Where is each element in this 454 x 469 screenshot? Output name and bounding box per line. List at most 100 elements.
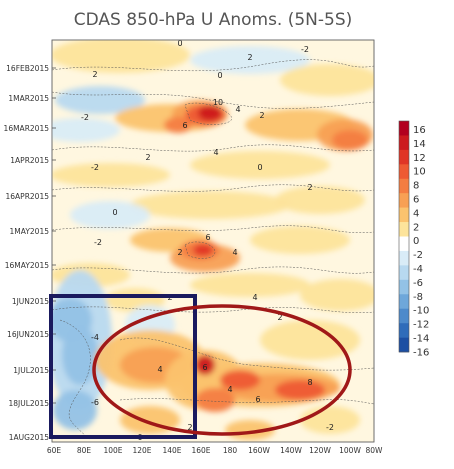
y-tick-label: 16JUN2015 xyxy=(7,330,49,339)
anomaly-blob xyxy=(220,370,260,390)
y-tick-label: 18JUL2015 xyxy=(8,399,49,408)
contour-label: 0 xyxy=(257,163,262,172)
contour-label: 6 xyxy=(255,395,260,404)
x-axis-ticks: 60E 80E 100E 120E 140E 160E 180 160W 140W 120W 100… xyxy=(47,446,383,455)
colorbar-tick-label: 14 xyxy=(413,139,426,150)
contour-label: -2 xyxy=(326,423,334,432)
highlight-ellipse xyxy=(92,304,352,436)
colorbar-tick-label: 6 xyxy=(413,195,419,206)
contour-label: 2 xyxy=(145,153,150,162)
contour-line xyxy=(59,319,91,441)
anomaly-blob xyxy=(280,64,374,96)
y-tick-label: 1AUG2015 xyxy=(9,433,50,442)
anomaly-blob xyxy=(275,380,325,400)
anomaly-blob xyxy=(198,105,222,121)
contour-lines xyxy=(52,59,374,441)
x-tick-label: 120W xyxy=(309,446,331,455)
colorbar-swatch xyxy=(399,279,409,295)
anomaly-blob xyxy=(300,279,374,311)
colorbar-tick-label: 4 xyxy=(413,208,419,219)
anomaly-blob xyxy=(130,191,290,219)
contour-label: 6 xyxy=(205,233,210,242)
anomaly-blob xyxy=(70,201,150,229)
x-tick-label: 100W xyxy=(339,446,361,455)
contour-label: 0 xyxy=(217,71,222,80)
anomaly-blob xyxy=(193,244,213,256)
colorbar-swatch xyxy=(399,294,409,309)
colorbar-tick-label: -8 xyxy=(413,292,423,303)
contour-label: 2 xyxy=(177,248,182,257)
chart-title: CDAS 850-hPa U Anoms. (5N-5S) xyxy=(74,10,353,30)
colorbar-tick-label: 12 xyxy=(413,153,426,164)
anomaly-blob xyxy=(53,390,97,430)
x-tick-label: 80W xyxy=(366,446,384,455)
y-tick-label: 16MAR2015 xyxy=(4,124,50,133)
colorbar-swatch xyxy=(399,121,409,136)
contour-label: 0 xyxy=(177,39,182,48)
anomaly-blob xyxy=(52,118,120,142)
anomaly-field xyxy=(52,40,374,440)
colorbar-swatch xyxy=(399,178,409,194)
colorbar-swatch xyxy=(399,265,409,281)
x-tick-label: 160W xyxy=(248,446,270,455)
x-tick-label: 100E xyxy=(103,446,122,455)
contour-label: 2 xyxy=(187,423,192,432)
contour-label: 8 xyxy=(307,378,312,387)
contour-line xyxy=(184,102,233,125)
y-tick-label: 1APR2015 xyxy=(10,156,49,165)
contour-label: 4 xyxy=(235,105,240,114)
colorbar-tick-label: -14 xyxy=(413,334,429,345)
contour-line xyxy=(184,241,216,259)
colorbar-tick-label: 10 xyxy=(413,167,426,178)
contour-label: 6 xyxy=(202,363,207,372)
anomaly-blob xyxy=(260,320,360,360)
x-tick-label: 120E xyxy=(132,446,151,455)
colorbar-swatch xyxy=(399,164,409,180)
x-tick-label: 160E xyxy=(191,446,210,455)
colorbar-swatch xyxy=(399,222,409,237)
contour-line xyxy=(52,225,374,233)
contour-label: -2 xyxy=(81,113,89,122)
contour-label: 4 xyxy=(232,248,237,257)
contour-label: 4 xyxy=(157,365,162,374)
contour-line xyxy=(52,144,374,152)
colorbar-tick-label: -2 xyxy=(413,250,423,261)
contour-label: 4 xyxy=(252,293,257,302)
contour-label: -2 xyxy=(94,238,102,247)
colorbar-swatch xyxy=(399,337,409,353)
colorbar-swatch xyxy=(399,236,409,252)
contour-label: -2 xyxy=(301,45,309,54)
anomaly-blob xyxy=(190,46,310,74)
contour-label: 4 xyxy=(227,385,232,394)
colorbar-tick-label: 2 xyxy=(413,222,419,233)
anomaly-blob xyxy=(275,186,365,214)
contour-label: 2 xyxy=(247,53,252,62)
contour-line xyxy=(52,59,374,72)
colorbar-swatch xyxy=(399,135,409,151)
colorbar-tick-label: -12 xyxy=(413,320,429,331)
y-tick-label: 16FEB2015 xyxy=(6,64,49,73)
colorbar-swatch xyxy=(399,193,409,208)
colorbar-tick-label: 0 xyxy=(413,236,419,247)
colorbar-tick-label: 16 xyxy=(413,125,426,136)
anomaly-blob xyxy=(195,355,215,375)
colorbar-tick-label: 8 xyxy=(413,181,419,192)
y-tick-label: 16APR2015 xyxy=(6,192,50,201)
colorbar: 16 14 12 10 8 6 4 2 0 -2 -4 -6 -8 -10 -12 -14 -16 xyxy=(398,120,429,358)
anomaly-blob xyxy=(164,117,192,133)
y-tick-label: 1MAY2015 xyxy=(10,227,50,236)
contour-label: -4 xyxy=(91,333,99,342)
colorbar-swatch xyxy=(399,149,409,165)
y-tick-label: 16MAY2015 xyxy=(5,261,49,270)
contour-line xyxy=(52,184,374,192)
anomaly-blob xyxy=(250,226,350,254)
anomaly-blob xyxy=(52,163,170,187)
contour-label: 4 xyxy=(213,148,218,157)
highlight-box xyxy=(49,294,197,439)
anomaly-blob xyxy=(55,86,145,114)
x-tick-label: 60E xyxy=(47,446,62,455)
y-axis-ticks: 16FEB2015 1MAR2015 16MAR2015 1APR2015 16APR2… xyxy=(4,64,56,442)
contour-line xyxy=(119,337,374,371)
anomaly-blob xyxy=(190,151,330,179)
